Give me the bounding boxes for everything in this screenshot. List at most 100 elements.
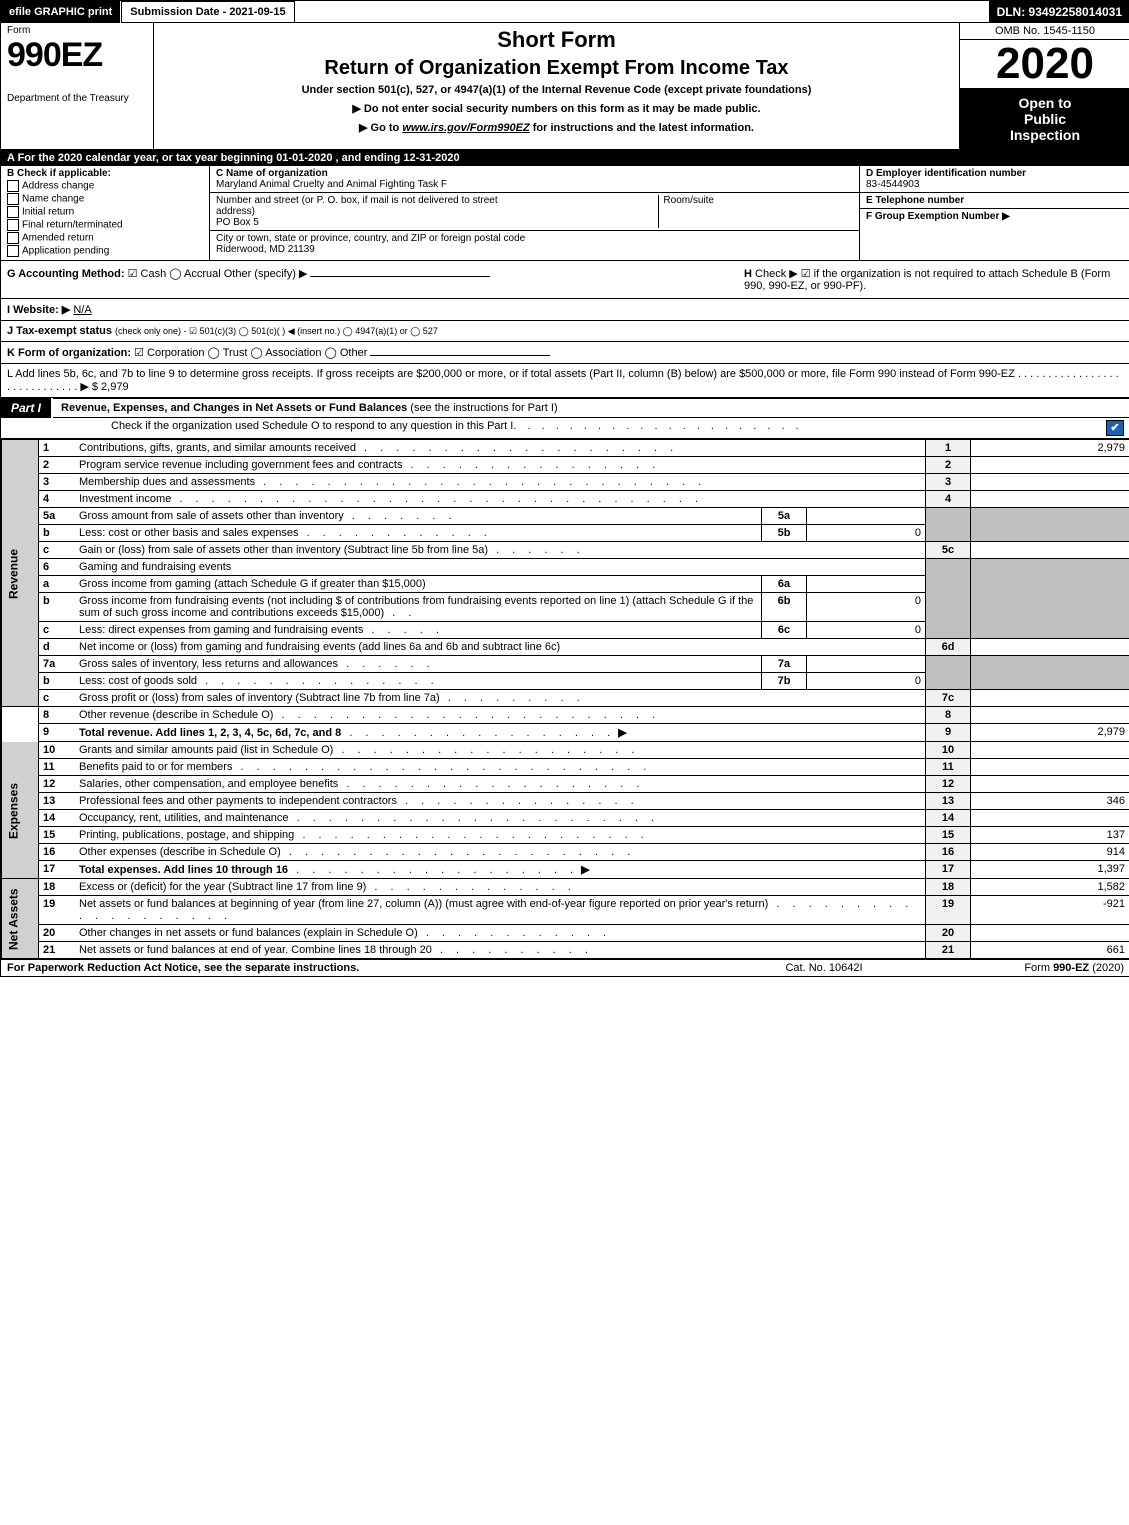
efile-print-tab[interactable]: efile GRAPHIC print bbox=[1, 1, 121, 23]
footer-left: For Paperwork Reduction Act Notice, see … bbox=[7, 962, 724, 974]
line-6b-subval: 0 bbox=[807, 593, 926, 622]
ein-value: 83-4544903 bbox=[866, 179, 1124, 190]
line-5b-subval: 0 bbox=[807, 525, 926, 542]
table-row: Net Assets 18 Excess or (deficit) for th… bbox=[2, 879, 1129, 896]
instruct-goto: ▶ Go to www.irs.gov/Form990EZ for instru… bbox=[164, 121, 949, 134]
line-7c-desc: Gross profit or (loss) from sales of inv… bbox=[75, 690, 926, 707]
line-5a-sub: 5a bbox=[762, 508, 807, 525]
line-3-desc: Membership dues and assessments . . . . … bbox=[75, 474, 926, 491]
footer: For Paperwork Reduction Act Notice, see … bbox=[1, 959, 1129, 976]
footer-form-number: 990-EZ bbox=[1053, 962, 1089, 974]
line-6-shaded-amt bbox=[971, 559, 1129, 639]
check-initial-return[interactable]: Initial return bbox=[7, 206, 203, 218]
line-14-amount bbox=[971, 810, 1129, 827]
line-7b-num: b bbox=[39, 673, 76, 690]
line-8-num: 8 bbox=[39, 707, 76, 724]
expenses-sidebar: Expenses bbox=[2, 742, 39, 879]
section-b: B Check if applicable: Address change Na… bbox=[1, 166, 210, 260]
c-street-label: Number and street (or P. O. box, if mail… bbox=[216, 195, 526, 217]
h-text: Check ▶ ☑ if the organization is not req… bbox=[744, 268, 1110, 292]
line-21-ref: 21 bbox=[926, 942, 971, 959]
line-3-amount bbox=[971, 474, 1129, 491]
footer-right-pre: Form bbox=[1024, 962, 1053, 974]
line-7c-amount bbox=[971, 690, 1129, 707]
check-final-return[interactable]: Final return/terminated bbox=[7, 219, 203, 231]
line-5b-sub: 5b bbox=[762, 525, 807, 542]
line-7a-sub: 7a bbox=[762, 656, 807, 673]
title-right: OMB No. 1545-1150 2020 Open to Public In… bbox=[959, 23, 1129, 149]
line-6d-desc: Net income or (loss) from gaming and fun… bbox=[75, 639, 926, 656]
line-6a-sub: 6a bbox=[762, 576, 807, 593]
check-amended-return[interactable]: Amended return bbox=[7, 232, 203, 244]
k-other-line bbox=[370, 355, 550, 356]
subtitle: Under section 501(c), 527, or 4947(a)(1)… bbox=[164, 84, 949, 96]
room-suite: Room/suite bbox=[658, 195, 853, 228]
line-18-amount: 1,582 bbox=[971, 879, 1129, 896]
part-i-tab: Part I bbox=[1, 398, 53, 418]
line-12-amount bbox=[971, 776, 1129, 793]
part-i-table: Revenue 1 Contributions, gifts, grants, … bbox=[1, 439, 1129, 959]
table-row: 20 Other changes in net assets or fund b… bbox=[2, 925, 1129, 942]
d-ein-label: D Employer identification number bbox=[866, 168, 1124, 179]
table-row: 14 Occupancy, rent, utilities, and maint… bbox=[2, 810, 1129, 827]
line-7b-desc: Less: cost of goods sold . . . . . . . .… bbox=[75, 673, 762, 690]
line-14-ref: 14 bbox=[926, 810, 971, 827]
instruct-ssn: ▶ Do not enter social security numbers o… bbox=[164, 102, 949, 115]
line-7b-sub: 7b bbox=[762, 673, 807, 690]
check-application-pending[interactable]: Application pending bbox=[7, 245, 203, 257]
row-l-gross-receipts: L Add lines 5b, 6c, and 7b to line 9 to … bbox=[1, 364, 1129, 398]
check-o-box[interactable]: ✔ bbox=[1106, 420, 1124, 436]
line-9-desc: Total revenue. Add lines 1, 2, 3, 4, 5c,… bbox=[75, 724, 926, 742]
check-name-change[interactable]: Name change bbox=[7, 193, 203, 205]
line-20-desc: Other changes in net assets or fund bala… bbox=[75, 925, 926, 942]
revenue-sidebar-ext2 bbox=[2, 724, 39, 742]
instruct-goto-pre: ▶ Go to bbox=[359, 122, 402, 134]
section-b-heading: B Check if applicable: bbox=[7, 168, 203, 179]
line-5ab-shaded bbox=[926, 508, 971, 542]
form-990ez-page: efile GRAPHIC print Submission Date - 20… bbox=[0, 0, 1129, 977]
line-9-amount: 2,979 bbox=[971, 724, 1129, 742]
tax-year: 2020 bbox=[960, 40, 1129, 89]
line-4-num: 4 bbox=[39, 491, 76, 508]
form-word: Form bbox=[7, 25, 147, 36]
line-21-num: 21 bbox=[39, 942, 76, 959]
l-value: 2,979 bbox=[101, 381, 129, 393]
c-city-row: City or town, state or province, country… bbox=[210, 231, 859, 257]
table-row: 8 Other revenue (describe in Schedule O)… bbox=[2, 707, 1129, 724]
table-row: 9 Total revenue. Add lines 1, 2, 3, 4, 5… bbox=[2, 724, 1129, 742]
line-13-amount: 346 bbox=[971, 793, 1129, 810]
table-row: c Gross profit or (loss) from sales of i… bbox=[2, 690, 1129, 707]
line-5b-desc: Less: cost or other basis and sales expe… bbox=[75, 525, 762, 542]
line-1-amount: 2,979 bbox=[971, 440, 1129, 457]
check-o-dots: . . . . . . . . . . . . . . . . . . . . … bbox=[513, 420, 1100, 436]
footer-right-post: (2020) bbox=[1092, 962, 1124, 974]
part-i-header: Part I Revenue, Expenses, and Changes in… bbox=[1, 398, 1129, 418]
line-16-ref: 16 bbox=[926, 844, 971, 861]
line-16-num: 16 bbox=[39, 844, 76, 861]
g-accounting: G Accounting Method: ☑ Cash ◯ Accrual Ot… bbox=[1, 261, 738, 298]
line-20-ref: 20 bbox=[926, 925, 971, 942]
irs-link[interactable]: www.irs.gov/Form990EZ bbox=[402, 122, 529, 134]
part-i-title: Revenue, Expenses, and Changes in Net As… bbox=[53, 399, 1129, 417]
line-19-desc: Net assets or fund balances at beginning… bbox=[75, 896, 926, 925]
line-7a-subval bbox=[807, 656, 926, 673]
g-options: ☑ Cash ◯ Accrual Other (specify) ▶ bbox=[128, 268, 308, 280]
line-10-amount bbox=[971, 742, 1129, 759]
line-5a-num: 5a bbox=[39, 508, 76, 525]
line-6c-desc: Less: direct expenses from gaming and fu… bbox=[75, 622, 762, 639]
submission-date-tab: Submission Date - 2021-09-15 bbox=[121, 1, 294, 23]
form-number: 990EZ bbox=[7, 36, 147, 75]
line-12-num: 12 bbox=[39, 776, 76, 793]
line-2-ref: 2 bbox=[926, 457, 971, 474]
instruct-goto-post: for instructions and the latest informat… bbox=[533, 122, 754, 134]
line-9-num: 9 bbox=[39, 724, 76, 742]
line-1-ref: 1 bbox=[926, 440, 971, 457]
i-label: I Website: ▶ bbox=[7, 304, 70, 316]
line-10-ref: 10 bbox=[926, 742, 971, 759]
line-19-ref: 19 bbox=[926, 896, 971, 925]
check-address-change[interactable]: Address change bbox=[7, 180, 203, 192]
top-bar-spacer bbox=[295, 1, 989, 23]
g-label: G Accounting Method: bbox=[7, 268, 125, 280]
open-line2: Public bbox=[962, 111, 1128, 127]
line-7c-ref: 7c bbox=[926, 690, 971, 707]
